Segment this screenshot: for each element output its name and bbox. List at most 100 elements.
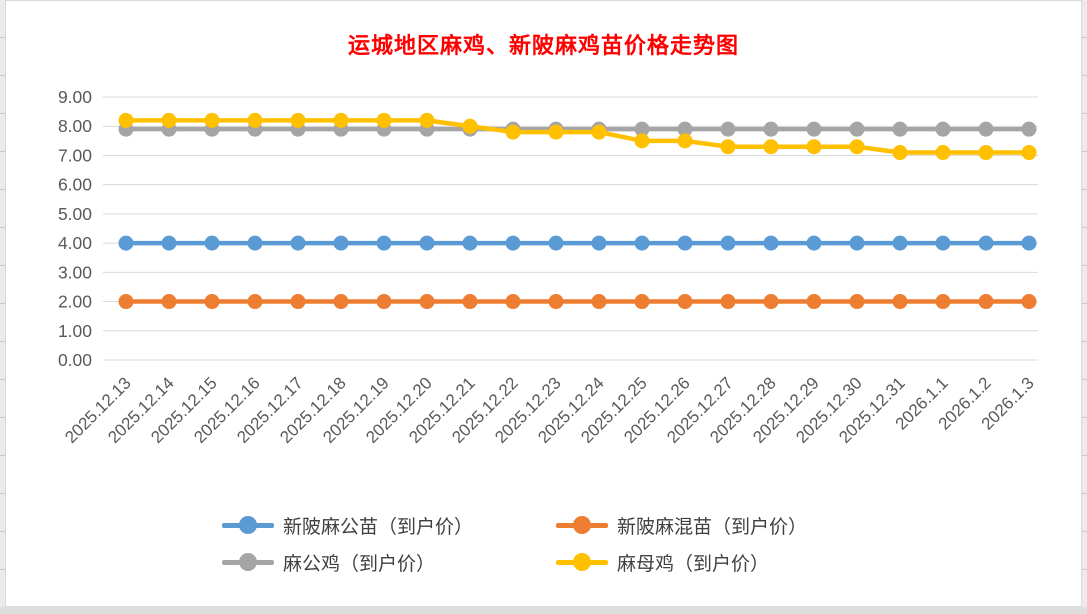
series-xinpo-ma-male-chick <box>118 235 1037 251</box>
data-point-marker <box>634 294 650 310</box>
y-tick-label: 1.00 <box>58 321 92 341</box>
data-point-marker <box>548 294 564 310</box>
spreadsheet-edge-bottom <box>0 607 1087 614</box>
legend-marker-line-dot <box>222 553 274 571</box>
data-point-marker <box>806 121 822 137</box>
data-point-marker <box>935 145 951 161</box>
legend-label: 新陂麻公苗（到户价） <box>283 516 474 538</box>
data-point-marker <box>677 121 693 137</box>
legend-marker-line-dot <box>556 516 608 534</box>
legend-dot-swatch <box>239 516 257 534</box>
y-tick-label: 6.00 <box>58 175 92 195</box>
spreadsheet-edge-left <box>0 0 5 614</box>
data-point-marker <box>634 133 650 149</box>
data-point-marker <box>892 145 908 161</box>
data-point-marker <box>591 294 607 310</box>
data-point-marker <box>892 235 908 251</box>
data-point-marker <box>462 235 478 251</box>
legend-item-xinpo-ma-mixed-chick: 新陂麻混苗（到户价） <box>556 513 808 538</box>
data-point-marker <box>677 294 693 310</box>
legend-marker-line-dot <box>556 553 608 571</box>
data-point-marker <box>763 139 779 155</box>
data-point-marker <box>892 121 908 137</box>
data-point-marker <box>505 235 521 251</box>
data-point-marker <box>247 294 263 310</box>
data-point-marker <box>118 112 134 128</box>
spreadsheet-edge-right <box>1082 0 1087 614</box>
data-point-marker <box>376 235 392 251</box>
data-point-marker <box>161 112 177 128</box>
legend-item-ma-rooster: 麻公鸡（到户价） <box>222 550 556 575</box>
data-point-marker <box>634 235 650 251</box>
legend-item-ma-hen: 麻母鸡（到户价） <box>556 550 807 575</box>
data-point-marker <box>935 235 951 251</box>
data-point-marker <box>591 235 607 251</box>
data-point-marker <box>290 112 306 128</box>
data-point-marker <box>978 145 994 161</box>
data-point-marker <box>892 294 908 310</box>
legend-label: 新陂麻混苗（到户价） <box>617 516 808 538</box>
data-point-marker <box>935 121 951 137</box>
y-tick-label: 3.00 <box>58 262 92 282</box>
data-point-marker <box>1021 121 1037 137</box>
data-point-marker <box>290 294 306 310</box>
data-point-marker <box>1021 235 1037 251</box>
y-tick-label: 8.00 <box>58 116 92 136</box>
data-point-marker <box>505 294 521 310</box>
data-point-marker <box>419 235 435 251</box>
data-point-marker <box>935 294 951 310</box>
series-line <box>126 118 1029 155</box>
legend-item-xinpo-ma-male-chick: 新陂麻公苗（到户价） <box>222 513 556 538</box>
data-point-marker <box>720 139 736 155</box>
data-point-marker <box>548 124 564 140</box>
data-point-marker <box>849 139 865 155</box>
y-tick-label: 0.00 <box>58 350 92 370</box>
data-point-marker <box>763 294 779 310</box>
data-point-marker <box>247 112 263 128</box>
data-point-marker <box>118 294 134 310</box>
y-tick-label: 2.00 <box>58 292 92 312</box>
data-point-marker <box>720 294 736 310</box>
data-point-marker <box>333 112 349 128</box>
legend-label: 麻母鸡（到户价） <box>617 553 770 575</box>
data-point-marker <box>161 294 177 310</box>
legend-dot-swatch <box>573 516 591 534</box>
data-point-marker <box>849 235 865 251</box>
data-point-marker <box>677 235 693 251</box>
data-point-marker <box>247 235 263 251</box>
data-point-marker <box>419 294 435 310</box>
data-point-marker <box>978 121 994 137</box>
y-tick-label: 4.00 <box>58 233 92 253</box>
chart-title: 运城地区麻鸡、新陂麻鸡苗价格走势图 <box>347 33 739 58</box>
data-point-marker <box>204 235 220 251</box>
data-point-marker <box>591 124 607 140</box>
data-point-marker <box>204 112 220 128</box>
y-tick-label: 7.00 <box>58 145 92 165</box>
y-tick-label: 5.00 <box>58 204 92 224</box>
data-point-marker <box>1021 294 1037 310</box>
data-point-marker <box>118 235 134 251</box>
data-point-marker <box>548 235 564 251</box>
data-point-marker <box>419 112 435 128</box>
data-point-marker <box>634 121 650 137</box>
data-point-marker <box>677 133 693 149</box>
data-point-marker <box>806 139 822 155</box>
data-point-marker <box>806 235 822 251</box>
data-point-marker <box>462 118 478 134</box>
data-point-marker <box>462 294 478 310</box>
data-point-marker <box>763 121 779 137</box>
chart-legend: 新陂麻公苗（到户价） 新陂麻混苗（到户价） 麻公鸡（到户价） 麻母鸡（到户价） <box>222 513 808 575</box>
legend-label: 麻公鸡（到户价） <box>283 553 436 575</box>
gridlines <box>103 96 1038 361</box>
data-point-marker <box>376 112 392 128</box>
data-point-marker <box>849 294 865 310</box>
data-point-marker <box>978 235 994 251</box>
data-point-marker <box>290 235 306 251</box>
data-point-marker <box>1021 145 1037 161</box>
data-point-marker <box>161 235 177 251</box>
data-point-marker <box>720 121 736 137</box>
data-point-marker <box>849 121 865 137</box>
series-ma-hen <box>118 112 1037 161</box>
data-point-marker <box>763 235 779 251</box>
